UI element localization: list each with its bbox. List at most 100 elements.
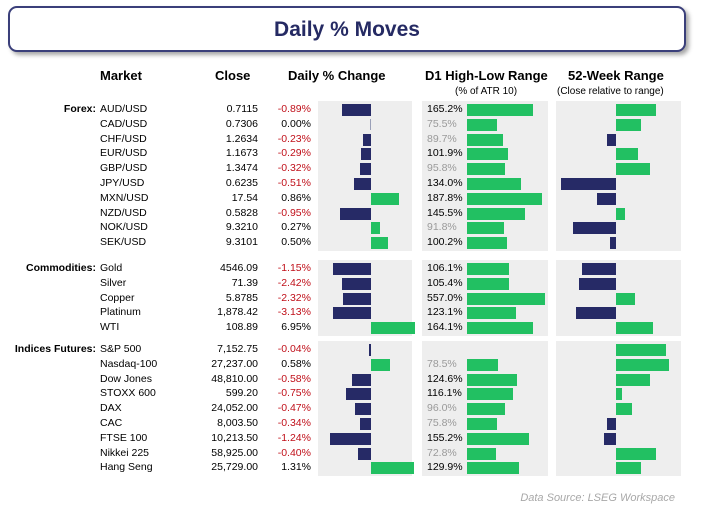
header-market: Market (100, 68, 142, 83)
52-week-bar (616, 148, 638, 161)
close-value: 9.3101 (225, 236, 258, 249)
close-value: 7,152.75 (217, 343, 258, 355)
52-week-bar (609, 237, 616, 250)
close-value: 71.39 (231, 276, 258, 289)
close-value: 108.89 (225, 321, 258, 334)
range-value: 89.7% (427, 132, 457, 145)
daily-change-bar (355, 403, 371, 416)
52-week-bar (575, 307, 616, 320)
52-week-bar (616, 104, 657, 116)
daily-change-bar (371, 222, 380, 235)
daily-change-value: -0.40% (277, 446, 311, 459)
daily-change-bar (371, 358, 391, 371)
52-week-bar (616, 358, 669, 371)
daily-change-value: -0.58% (277, 372, 311, 385)
daily-change-bar (371, 237, 388, 250)
daily-change-bar (354, 178, 371, 190)
range-value: 187.8% (427, 191, 463, 204)
range-value: 95.8% (427, 162, 457, 175)
daily-change-value: 0.86% (281, 191, 311, 204)
52-week-bar (616, 447, 657, 460)
market-name: CHF/USD (100, 132, 147, 145)
close-value: 599.20 (225, 387, 258, 400)
52-week-bar (616, 403, 632, 416)
range-bar (467, 237, 508, 250)
range-bar (467, 322, 533, 335)
close-value: 58,925.00 (211, 446, 258, 459)
range-bar (467, 447, 497, 460)
group-label: Forex: (63, 103, 96, 115)
52-week-bar (616, 344, 666, 356)
daily-change-bar (343, 292, 371, 305)
daily-change-value: 0.27% (281, 221, 311, 234)
range-value: 100.2% (427, 236, 463, 249)
daily-change-value: 0.50% (281, 236, 311, 249)
close-value: 1,878.42 (217, 306, 258, 319)
daily-change-value: -0.95% (277, 206, 311, 219)
daily-change-bar (371, 462, 415, 475)
close-value: 0.5828 (225, 206, 258, 219)
data-source-footer: Data Source: LSEG Workspace (520, 492, 675, 504)
52-week-bar (606, 133, 616, 146)
title-box: Daily % Moves (8, 6, 686, 52)
range-value: 75.8% (427, 417, 457, 429)
52-week-bar (561, 178, 616, 190)
daily-change-bar (346, 388, 371, 401)
daily-change-value: -0.04% (277, 343, 311, 355)
market-name: NOK/USD (100, 221, 148, 234)
market-name: MXN/USD (100, 191, 149, 204)
range-bar (467, 263, 510, 275)
range-bar (467, 163, 506, 176)
daily-change-bar (369, 344, 371, 356)
52-week-bar (616, 118, 641, 131)
range-bar (467, 388, 514, 401)
daily-change-value: 0.58% (281, 357, 311, 370)
daily-change-value: -2.42% (277, 276, 311, 289)
range-value: 129.9% (427, 461, 463, 474)
daily-change-bar (339, 207, 371, 220)
range-value: 155.2% (427, 431, 463, 444)
daily-change-bar (361, 148, 371, 161)
range-bar (467, 207, 526, 220)
header-range-sub: (% of ATR 10) (455, 86, 518, 97)
range-value: 165.2% (427, 103, 463, 115)
close-value: 0.7115 (226, 103, 258, 115)
close-value: 5.8785 (225, 291, 258, 304)
market-name: FTSE 100 (100, 431, 148, 444)
market-name: Copper (100, 291, 135, 304)
52-week-bar (581, 263, 616, 275)
daily-change-bar (371, 192, 400, 205)
range-value: 145.5% (427, 206, 463, 219)
market-name: Platinum (100, 306, 141, 319)
market-name: GBP/USD (100, 162, 148, 175)
daily-change-value: -2.32% (277, 291, 311, 304)
market-name: NZD/USD (100, 206, 147, 219)
52-week-bar (572, 222, 616, 235)
market-name: AUD/USD (100, 103, 148, 115)
daily-change-bar (341, 104, 371, 116)
daily-change-bar (363, 133, 371, 146)
close-value: 1.1673 (225, 147, 258, 160)
market-name: Nikkei 225 (100, 446, 150, 459)
close-value: 27,237.00 (211, 357, 258, 370)
range-value: 124.6% (427, 372, 463, 385)
group-label: Commodities: (25, 262, 96, 274)
range-bar (467, 104, 534, 116)
52-week-bar (578, 277, 616, 290)
close-value: 24,052.00 (211, 402, 258, 415)
range-value: 78.5% (427, 357, 457, 370)
market-name: EUR/USD (100, 147, 148, 160)
daily-change-value: -0.32% (277, 162, 311, 175)
52-week-bar (616, 207, 626, 220)
range-value: 96.0% (427, 402, 457, 415)
range-bar (467, 418, 498, 430)
close-value: 0.6235 (225, 177, 258, 189)
range-value: 72.8% (427, 446, 457, 459)
52-week-bar (597, 192, 616, 205)
range-bar (467, 462, 519, 475)
daily-panel (318, 101, 412, 251)
header-52week: 52-Week Range (568, 68, 664, 83)
52-week-bar (616, 373, 651, 386)
close-value: 48,810.00 (211, 372, 258, 385)
close-value: 10,213.50 (211, 431, 258, 444)
